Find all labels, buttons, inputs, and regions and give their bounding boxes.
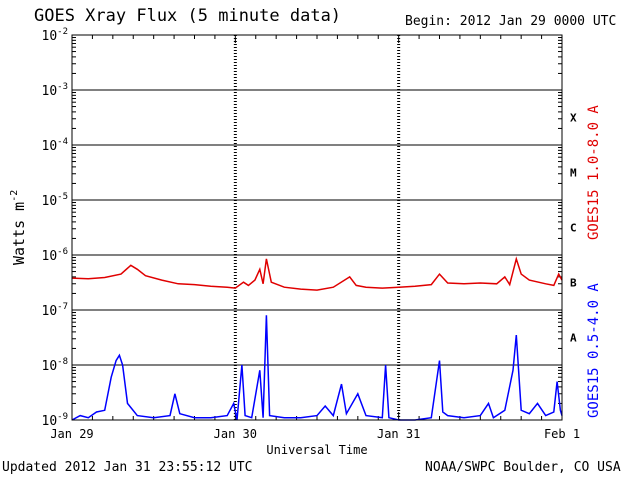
source-credit: NOAA/SWPC Boulder, CO USA	[425, 460, 621, 475]
y-tick-exponent: -3	[57, 82, 68, 92]
y-tick-base: 10	[42, 304, 58, 319]
y-tick-base: 10	[42, 139, 58, 154]
flare-class-label: B	[570, 277, 577, 290]
y-tick-label: 10-3	[42, 82, 69, 99]
series-line-long-channel	[71, 256, 563, 291]
y-tick-base: 10	[42, 84, 58, 99]
y-tick-label: 10-5	[42, 192, 69, 209]
y-tick-exponent: -4	[57, 137, 68, 147]
legend-long-channel: GOES15 1.0-8.0 A	[586, 105, 602, 240]
y-axis-title-exponent: -2	[9, 190, 20, 202]
y-tick-exponent: -5	[57, 192, 68, 202]
series-line-short-channel	[71, 315, 563, 421]
y-tick-label: 10-7	[42, 302, 69, 319]
y-tick-exponent: -2	[57, 27, 68, 37]
flare-class-label: M	[570, 167, 577, 180]
plot-frame	[71, 34, 563, 421]
y-tick-base: 10	[42, 249, 58, 264]
y-tick-base: 10	[42, 414, 58, 429]
flare-class-label: X	[570, 112, 577, 125]
y-tick-label: 10-2	[42, 27, 69, 44]
x-tick-label: Jan 29	[50, 427, 93, 441]
x-tick-label: Feb 1	[544, 427, 580, 441]
flare-class-label: A	[570, 332, 577, 345]
y-axis-title: Watts m-2	[9, 190, 28, 265]
y-tick-label: 10-8	[42, 357, 69, 374]
chart-title: GOES Xray Flux (5 minute data)	[34, 6, 342, 26]
updated-timestamp: Updated 2012 Jan 31 23:55:12 UTC	[2, 460, 253, 475]
x-tick-label: Jan 31	[377, 427, 420, 441]
y-tick-exponent: -7	[57, 302, 68, 312]
x-axis-title: Universal Time	[266, 443, 367, 457]
y-tick-label: 10-4	[42, 137, 69, 154]
y-tick-base: 10	[42, 359, 58, 374]
y-tick-base: 10	[42, 194, 58, 209]
y-tick-label: 10-9	[42, 412, 69, 429]
y-tick-base: 10	[42, 29, 58, 44]
y-tick-exponent: -9	[57, 412, 68, 422]
flare-class-label: C	[570, 222, 577, 235]
legend-short-channel: GOES15 0.5-4.0 A	[586, 283, 602, 418]
y-tick-label: 10-6	[42, 247, 69, 264]
x-tick-label: Jan 30	[214, 427, 257, 441]
y-tick-exponent: -8	[57, 357, 68, 367]
y-axis-title-base: Watts m	[10, 202, 28, 265]
begin-time-label: Begin: 2012 Jan 29 0000 UTC	[405, 14, 617, 29]
y-tick-exponent: -6	[57, 247, 68, 257]
